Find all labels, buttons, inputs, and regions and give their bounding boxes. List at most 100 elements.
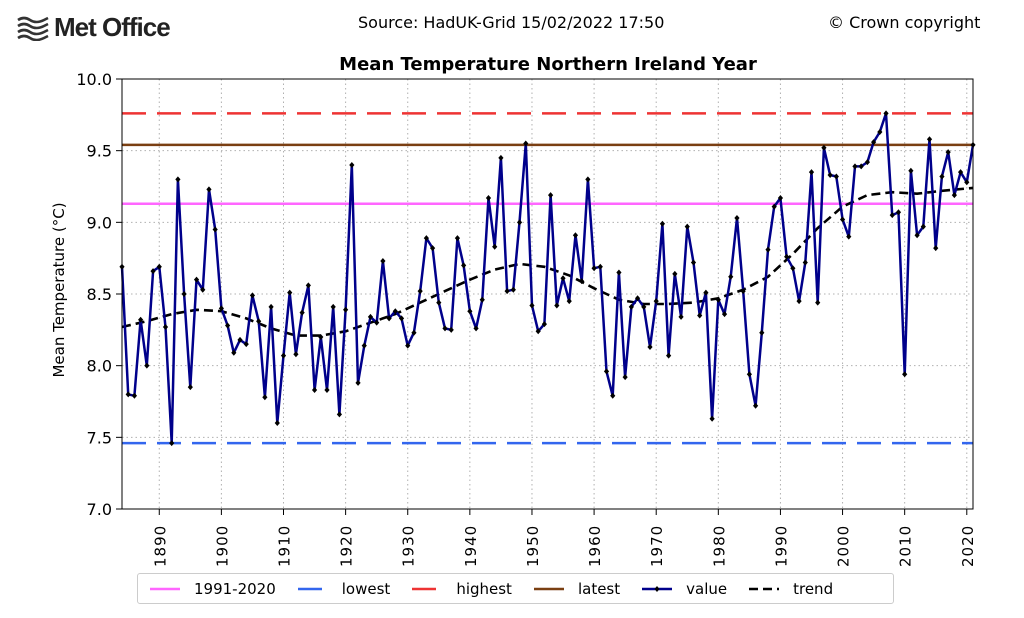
legend-label: highest: [456, 579, 512, 598]
value-point: [585, 176, 591, 183]
copyright-label: © Crown copyright: [828, 13, 981, 32]
value-point: [293, 351, 299, 358]
axes: 7.0 7.5 8.0 8.5 9.0 9.5 10.0 1890 1900 1910 1920 19…: [76, 70, 976, 567]
value-point: [535, 328, 541, 335]
value-point: [343, 306, 349, 313]
value-point: [597, 263, 603, 270]
value-point: [268, 303, 274, 310]
value-point: [429, 245, 436, 252]
value-point: [610, 392, 616, 399]
value-point: [877, 129, 883, 136]
value-point: [771, 203, 777, 210]
plot-frame: [121, 78, 974, 510]
value-point: [498, 154, 504, 161]
legend-item-1991-2020: 1991-2020: [148, 580, 276, 598]
value-point: [349, 162, 355, 168]
trend-series: [121, 186, 974, 337]
value-point: [392, 308, 398, 315]
value-point: [144, 362, 150, 369]
value-point: [169, 440, 175, 447]
value-point: [939, 173, 945, 180]
reference-lines: [122, 112, 973, 445]
legend-item-lowest: lowest: [296, 580, 390, 598]
value-point: [361, 342, 367, 349]
value-point: [871, 139, 877, 146]
value-point: [510, 286, 516, 293]
y-tick-label: 8.0: [87, 357, 112, 376]
value-point: [666, 352, 672, 359]
value-point: [560, 275, 566, 282]
value-point: [790, 265, 796, 272]
value-point: [759, 329, 765, 336]
value-point: [256, 318, 262, 325]
value-point: [417, 288, 423, 295]
value-point: [839, 216, 846, 223]
value-point: [287, 289, 293, 296]
value-point: [175, 176, 181, 183]
value-point: [380, 258, 386, 265]
value-point: [200, 286, 206, 293]
value-point: [436, 299, 442, 306]
value-point: [467, 308, 473, 315]
value-point: [218, 305, 224, 312]
value-point: [765, 246, 771, 253]
y-tick-label: 7.0: [87, 500, 112, 519]
value-point: [355, 379, 361, 386]
value-point: [311, 387, 318, 394]
legend-item-highest: highest: [410, 580, 512, 598]
x-tick-label: 2020: [959, 525, 977, 567]
value-point: [908, 167, 914, 174]
value-line: [120, 112, 975, 445]
legend-item-trend: trend: [747, 580, 833, 598]
value-point: [777, 194, 784, 201]
value-point: [709, 415, 715, 422]
value-point: [318, 334, 324, 340]
value-point: [125, 391, 131, 398]
value-point: [423, 235, 429, 242]
value-point: [193, 276, 200, 283]
value-point: [367, 313, 374, 320]
value-point: [678, 313, 684, 320]
value-point: [162, 323, 169, 330]
legend-label: 1991-2020: [194, 579, 276, 598]
value-point: [833, 173, 839, 180]
value-point: [808, 169, 815, 176]
value-point: [237, 336, 243, 343]
value-point: [324, 387, 330, 394]
value-point: [187, 384, 193, 391]
value-point: [641, 303, 647, 310]
value-point: [728, 273, 734, 280]
value-point: [864, 159, 871, 166]
value-point: [305, 282, 311, 289]
value-point: [634, 295, 641, 302]
value-point: [138, 316, 144, 323]
legend-item-latest: latest: [532, 580, 620, 598]
value-point: [454, 235, 461, 242]
legend-label: trend: [793, 579, 834, 598]
value-series: [119, 110, 976, 447]
value-point: [964, 179, 970, 186]
source-label: Source: HadUK-Grid 15/02/2022 17:50: [358, 13, 665, 32]
y-axis-label: Mean Temperature (°C): [50, 202, 68, 377]
value-point: [529, 302, 535, 309]
value-point: [653, 298, 659, 305]
x-tick-label: 1990: [772, 525, 790, 567]
value-point: [740, 288, 746, 295]
value-point: [405, 342, 411, 349]
value-point: [461, 262, 467, 269]
value-point: [957, 169, 964, 176]
y-tick-label: 7.5: [87, 428, 112, 447]
value-point: [889, 212, 895, 219]
value-point: [796, 298, 802, 305]
value-point: [448, 326, 454, 333]
x-tick-label: 1920: [338, 525, 356, 567]
value-point: [672, 270, 678, 277]
value-point: [131, 392, 138, 399]
value-point: [734, 215, 740, 222]
wave-logo-icon: [17, 16, 49, 41]
legend: 1991-2020 lowest highest latest value tr…: [137, 573, 894, 604]
x-tick-label: 2000: [835, 525, 853, 567]
value-point: [895, 209, 902, 216]
x-tick-label: 1980: [710, 525, 728, 567]
